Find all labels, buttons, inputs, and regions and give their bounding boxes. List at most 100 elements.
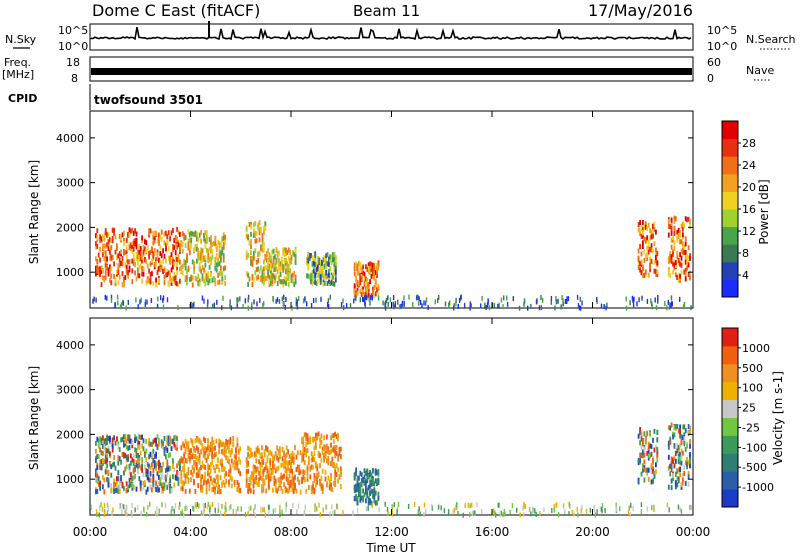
velocity-clutter-cell (131, 503, 133, 508)
velocity-echo-cell (188, 456, 191, 462)
power-echo-cell (167, 255, 170, 261)
power-echo-cell (208, 278, 211, 284)
velocity-echo-cell (323, 435, 326, 441)
velocity-echo-cell (285, 445, 288, 451)
velocity-echo-cell (202, 480, 205, 486)
velocity-clutter-cell (630, 502, 632, 508)
velocity-echo-cell (176, 475, 179, 481)
velocity-echo-cell (255, 479, 258, 485)
power-clutter-cell (137, 304, 139, 310)
power-echo-cell (334, 255, 337, 261)
velocity-clutter-cell (101, 506, 104, 512)
velocity-echo-cell (208, 472, 211, 478)
power-echo-cell (642, 233, 644, 239)
velocity-echo-cell (125, 454, 128, 460)
power-echo-cell (166, 268, 169, 274)
power-echo-cell (183, 235, 186, 241)
velocity-clutter-cell (98, 512, 100, 518)
velocity-echo-cell (187, 478, 190, 484)
power-echo-cell (104, 262, 107, 268)
power-echo-cell (680, 239, 683, 245)
velocity-echo-cell (278, 476, 281, 482)
power-echo-cell (263, 230, 265, 236)
power-echo-cell (676, 250, 679, 256)
velocity-echo-cell (280, 472, 283, 478)
velocity-echo-cell (679, 442, 682, 448)
velocity-clutter-cell (224, 505, 226, 511)
velocity-echo-cell (369, 479, 372, 485)
freq-unit: [MHz] (2, 68, 34, 81)
velocity-clutter-cell (471, 511, 474, 516)
velocity-echo-cell (128, 464, 131, 470)
power-echo-cell (120, 249, 123, 255)
power-echo-cell (655, 229, 657, 235)
velocity-echo-cell (156, 434, 159, 440)
power-echo-cell (673, 259, 676, 265)
velocity-echo-cell (373, 488, 376, 494)
velocity-echo-cell (99, 464, 102, 470)
velocity-clutter-cell (474, 510, 476, 516)
velocity-echo-cell (131, 475, 134, 481)
power-echo-cell (125, 257, 128, 263)
power-echo-cell (146, 263, 149, 269)
power-echo-cell (294, 260, 297, 265)
power-echo-cell (360, 267, 363, 273)
velocity-echo-cell (208, 481, 211, 487)
velocity-echo-cell (134, 447, 137, 453)
power-echo-cell (162, 259, 165, 265)
power-echo-cell (113, 261, 116, 267)
velocity-echo-cell (278, 446, 281, 452)
power-echo-cell (365, 276, 367, 282)
power-echo-cell (124, 262, 127, 268)
power-echo-cell (205, 235, 208, 240)
velocity-echo-cell (339, 454, 342, 460)
power-clutter-cell (387, 295, 389, 301)
velocity-clutter-cell (263, 507, 265, 513)
velocity-echo-cell (684, 446, 687, 452)
velocity-echo-cell (191, 454, 194, 460)
velocity-clutter-cell (106, 502, 109, 508)
velocity-echo-cell (283, 481, 285, 487)
velocity-clutter-cell (121, 508, 123, 514)
power-echo-cell (261, 247, 264, 253)
velocity-echo-cell (110, 441, 113, 447)
power-clutter-cell (578, 305, 581, 311)
velocity-echo-cell (356, 500, 359, 506)
velocity-echo-cell (230, 476, 233, 482)
velocity-echo-cell (233, 459, 236, 465)
velocity-echo-cell (270, 469, 273, 475)
velocity-clutter-cell (568, 501, 570, 507)
power-echo-cell (194, 246, 197, 252)
power-echo-cell (684, 236, 687, 242)
power-echo-cell (200, 238, 203, 244)
velocity-clutter-cell (413, 501, 416, 507)
power-echo-cell (190, 230, 193, 236)
velocity-echo-cell (212, 477, 215, 483)
velocity-echo-cell (163, 436, 166, 441)
power-clutter-cell (253, 299, 255, 305)
velocity-echo-cell (653, 447, 656, 453)
power-echo-cell (261, 270, 264, 276)
velocity-echo-cell (137, 453, 139, 459)
power-echo-cell (673, 240, 676, 246)
velocity-echo-cell (281, 447, 284, 453)
velocity-echo-cell (200, 465, 202, 470)
velocity-clutter-cell (503, 508, 505, 514)
power-colorbar-tick: 4 (742, 269, 749, 282)
velocity-clutter-cell (564, 509, 566, 515)
velocity-echo-cell (99, 485, 102, 491)
power-echo-cell (689, 275, 691, 281)
velocity-echo-cell (142, 472, 145, 478)
velocity-clutter-cell (292, 502, 294, 508)
velocity-echo-cell (267, 475, 270, 481)
velocity-clutter-cell (232, 508, 234, 514)
velocity-echo-cell (207, 471, 209, 477)
velocity-echo-cell (95, 468, 97, 474)
velocity-echo-cell (646, 470, 649, 476)
velocity-echo-cell (141, 467, 144, 473)
velocity-clutter-cell (668, 507, 670, 513)
velocity-echo-cell (298, 480, 301, 486)
power-clutter-cell (296, 304, 299, 310)
power-echo-cell (124, 275, 127, 280)
velocity-echo-cell (131, 485, 134, 491)
